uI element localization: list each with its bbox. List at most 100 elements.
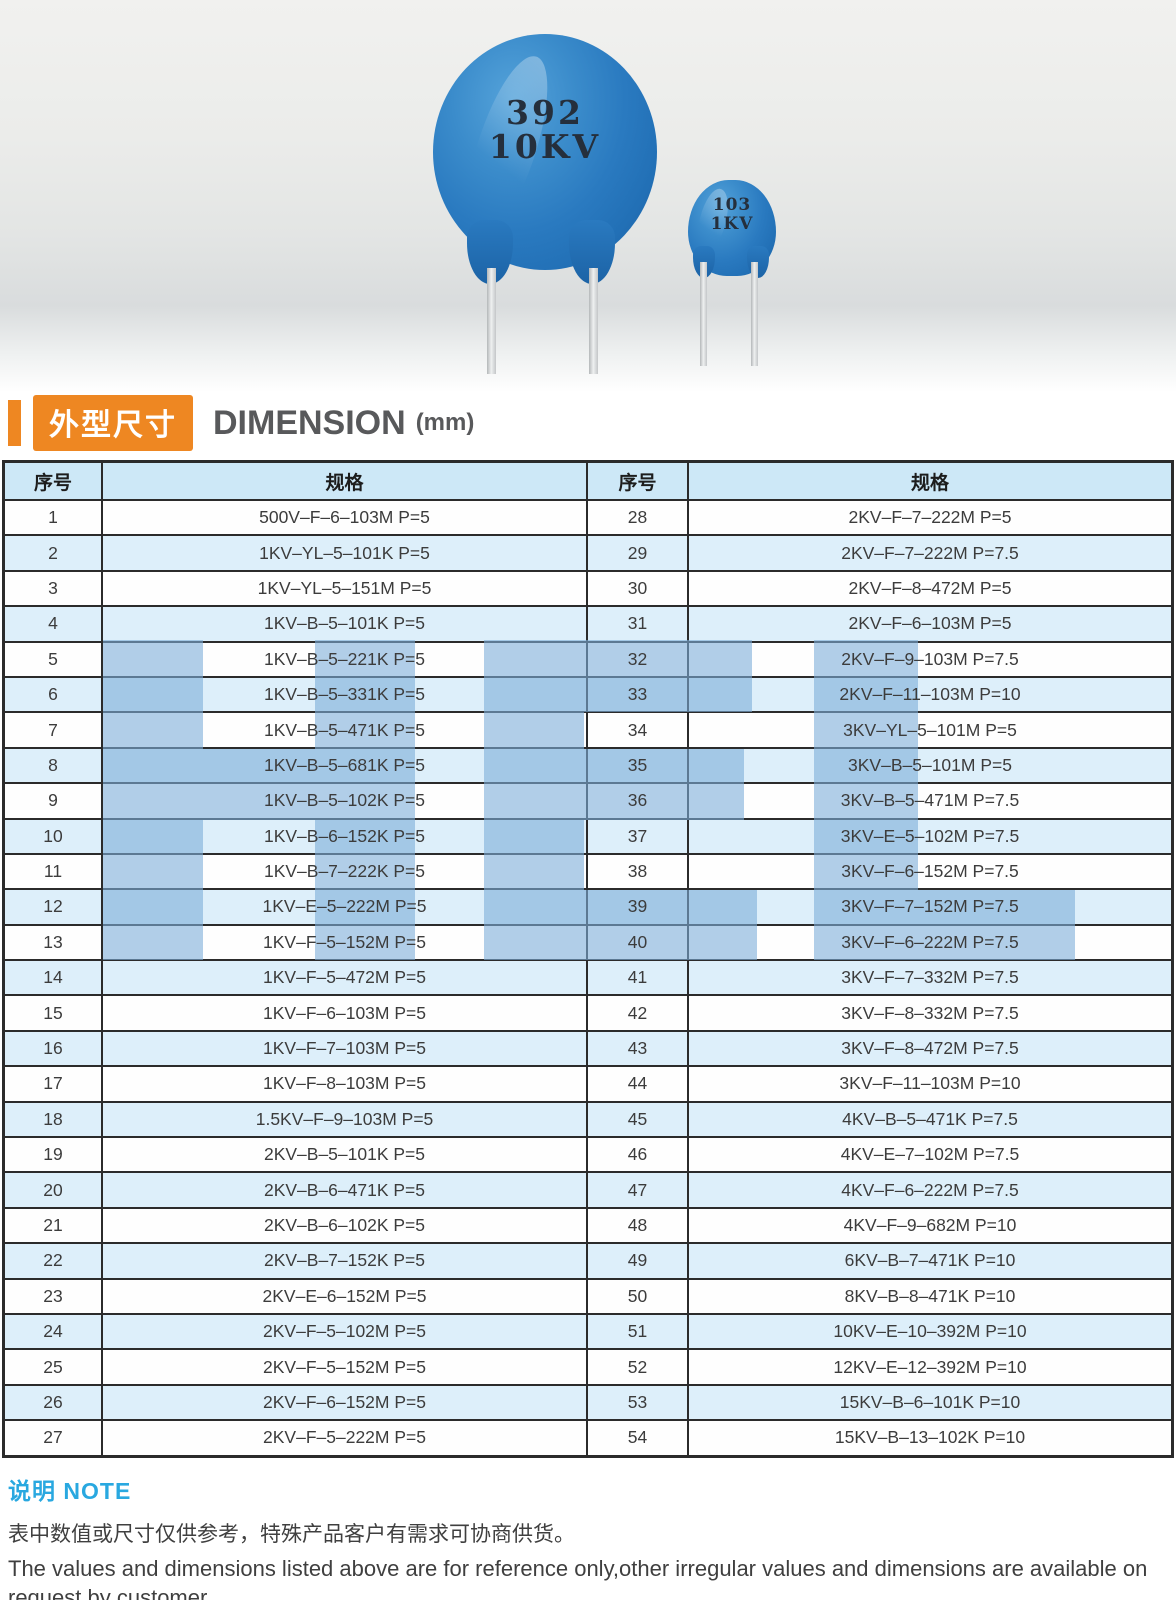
index-cell: 25 <box>5 1350 101 1384</box>
index-cell: 51 <box>588 1314 687 1349</box>
index-cell: 30 <box>588 571 687 606</box>
spec-cell: 2KV–F–6–152M P=5 <box>103 1385 586 1420</box>
index-cell: 54 <box>588 1421 687 1455</box>
index-cell: 53 <box>588 1385 687 1420</box>
index-cell: 52 <box>588 1350 687 1384</box>
note-text-cn: 表中数值或尺寸仅供参考，特殊产品客户有需求可协商供货。 <box>8 1523 575 1546</box>
index-cell: 23 <box>5 1279 101 1313</box>
index-cell: 29 <box>588 536 687 570</box>
spec-cell: 1KV–F–6–103M P=5 <box>103 996 586 1030</box>
index-cell: 43 <box>588 1031 687 1066</box>
spec-cell: 8KV–B–8–471K P=10 <box>689 1279 1171 1313</box>
index-cell: 27 <box>5 1421 101 1455</box>
spec-cell: 10KV–E–10–392M P=10 <box>689 1314 1171 1349</box>
spec-cell: 1KV–B–5–102K P=5 <box>103 784 586 818</box>
index-cell: 46 <box>588 1138 687 1172</box>
orange-accent-bar <box>8 400 21 446</box>
spec-cell: 3KV–F–11–103M P=10 <box>689 1067 1171 1101</box>
column-header: 序号 <box>588 463 687 499</box>
spec-cell: 1KV–B–6–152K P=5 <box>103 819 586 853</box>
index-cell: 20 <box>5 1173 101 1207</box>
index-cell: 9 <box>5 784 101 818</box>
index-cell: 45 <box>588 1102 687 1137</box>
large-capacitor-lead-left <box>487 268 496 374</box>
spec-cell: 1KV–YL–5–101K P=5 <box>103 536 586 570</box>
spec-cell: 3KV–YL–5–101M P=5 <box>689 713 1171 747</box>
spec-cell: 2KV–F–5–102M P=5 <box>103 1314 586 1349</box>
spec-cell: 15KV–B–6–101K P=10 <box>689 1385 1171 1420</box>
spec-cell: 2KV–F–7–222M P=5 <box>689 501 1171 535</box>
spec-cell: 1KV–B–5–471K P=5 <box>103 713 586 747</box>
index-cell: 14 <box>5 961 101 995</box>
spec-cell: 2KV–F–5–222M P=5 <box>103 1421 586 1455</box>
spec-cell: 3KV–F–6–152M P=7.5 <box>689 854 1171 889</box>
spec-cell: 1KV–F–7–103M P=5 <box>103 1031 586 1066</box>
note-heading-en: NOTE <box>63 1478 132 1504</box>
spec-cell: 3KV–F–8–332M P=7.5 <box>689 996 1171 1030</box>
index-cell: 17 <box>5 1067 101 1101</box>
index-cell: 28 <box>588 501 687 535</box>
dimension-table: 序号 规格 序号 规格 1 500V–F–6–103M P=5 28 2KV–F–7–222M… <box>2 460 1174 1458</box>
spec-cell: 1KV–F–8–103M P=5 <box>103 1067 586 1101</box>
index-cell: 41 <box>588 961 687 995</box>
spec-cell: 3KV–F–7–152M P=7.5 <box>689 890 1171 924</box>
index-cell: 12 <box>5 890 101 924</box>
index-cell: 13 <box>5 925 101 960</box>
section-title-cn: 外型尺寸 <box>33 395 193 451</box>
index-cell: 32 <box>588 642 687 676</box>
index-cell: 5 <box>5 642 101 676</box>
section-title-en: DIMENSION <box>213 403 406 442</box>
index-cell: 47 <box>588 1173 687 1207</box>
spec-cell: 1KV–B–5–101K P=5 <box>103 607 586 641</box>
index-cell: 33 <box>588 677 687 712</box>
large-capacitor-marking: 392 10KV <box>433 96 657 164</box>
index-cell: 7 <box>5 713 101 747</box>
spec-cell: 2KV–B–6–102K P=5 <box>103 1208 586 1243</box>
index-cell: 44 <box>588 1067 687 1101</box>
spec-cell: 2KV–F–6–103M P=5 <box>689 607 1171 641</box>
spec-cell: 3KV–E–5–102M P=7.5 <box>689 819 1171 853</box>
index-cell: 37 <box>588 819 687 853</box>
spec-cell: 3KV–B–5–471M P=7.5 <box>689 784 1171 818</box>
spec-cell: 1KV–YL–5–151M P=5 <box>103 571 586 606</box>
small-capacitor-lead-right <box>751 262 758 366</box>
small-capacitor-marking: 103 1KV <box>688 196 776 234</box>
large-capacitor-lead-right <box>589 268 598 374</box>
column-header: 规格 <box>103 463 586 499</box>
large-capacitor-voltage: 10KV <box>488 127 602 166</box>
small-capacitor-code: 103 <box>712 195 752 215</box>
index-cell: 18 <box>5 1102 101 1137</box>
index-cell: 21 <box>5 1208 101 1243</box>
note-text-en: The values and dimensions listed above a… <box>8 1556 1148 1600</box>
index-cell: 34 <box>588 713 687 747</box>
spec-cell: 15KV–B–13–102K P=10 <box>689 1421 1171 1455</box>
table-grid: 序号 规格 序号 规格 1 500V–F–6–103M P=5 28 2KV–F–7–222M… <box>2 460 1174 1458</box>
spec-cell: 2KV–F–5–152M P=5 <box>103 1350 586 1384</box>
spec-cell: 2KV–F–9–103M P=7.5 <box>689 642 1171 676</box>
index-cell: 38 <box>588 854 687 889</box>
spec-cell: 1KV–B–5–681K P=5 <box>103 748 586 783</box>
spec-cell: 3KV–B–5–101M P=5 <box>689 748 1171 783</box>
index-cell: 22 <box>5 1244 101 1278</box>
index-cell: 24 <box>5 1314 101 1349</box>
spec-cell: 12KV–E–12–392M P=10 <box>689 1350 1171 1384</box>
small-capacitor-voltage: 1KV <box>710 214 754 234</box>
spec-cell: 1KV–F–5–472M P=5 <box>103 961 586 995</box>
spec-cell: 1KV–B–7–222K P=5 <box>103 854 586 889</box>
spec-cell: 2KV–B–7–152K P=5 <box>103 1244 586 1278</box>
index-cell: 2 <box>5 536 101 570</box>
large-capacitor-code: 392 <box>506 93 584 132</box>
spec-cell: 4KV–F–6–222M P=7.5 <box>689 1173 1171 1207</box>
spec-cell: 2KV–B–6–471K P=5 <box>103 1173 586 1207</box>
index-cell: 6 <box>5 677 101 712</box>
index-cell: 39 <box>588 890 687 924</box>
index-cell: 26 <box>5 1385 101 1420</box>
spec-cell: 1KV–B–5–221K P=5 <box>103 642 586 676</box>
index-cell: 36 <box>588 784 687 818</box>
column-header: 序号 <box>5 463 101 499</box>
spec-cell: 3KV–F–8–472M P=7.5 <box>689 1031 1171 1066</box>
index-cell: 10 <box>5 819 101 853</box>
note-heading: 说明 NOTE <box>8 1472 1168 1506</box>
spec-cell: 1KV–B–5–331K P=5 <box>103 677 586 712</box>
